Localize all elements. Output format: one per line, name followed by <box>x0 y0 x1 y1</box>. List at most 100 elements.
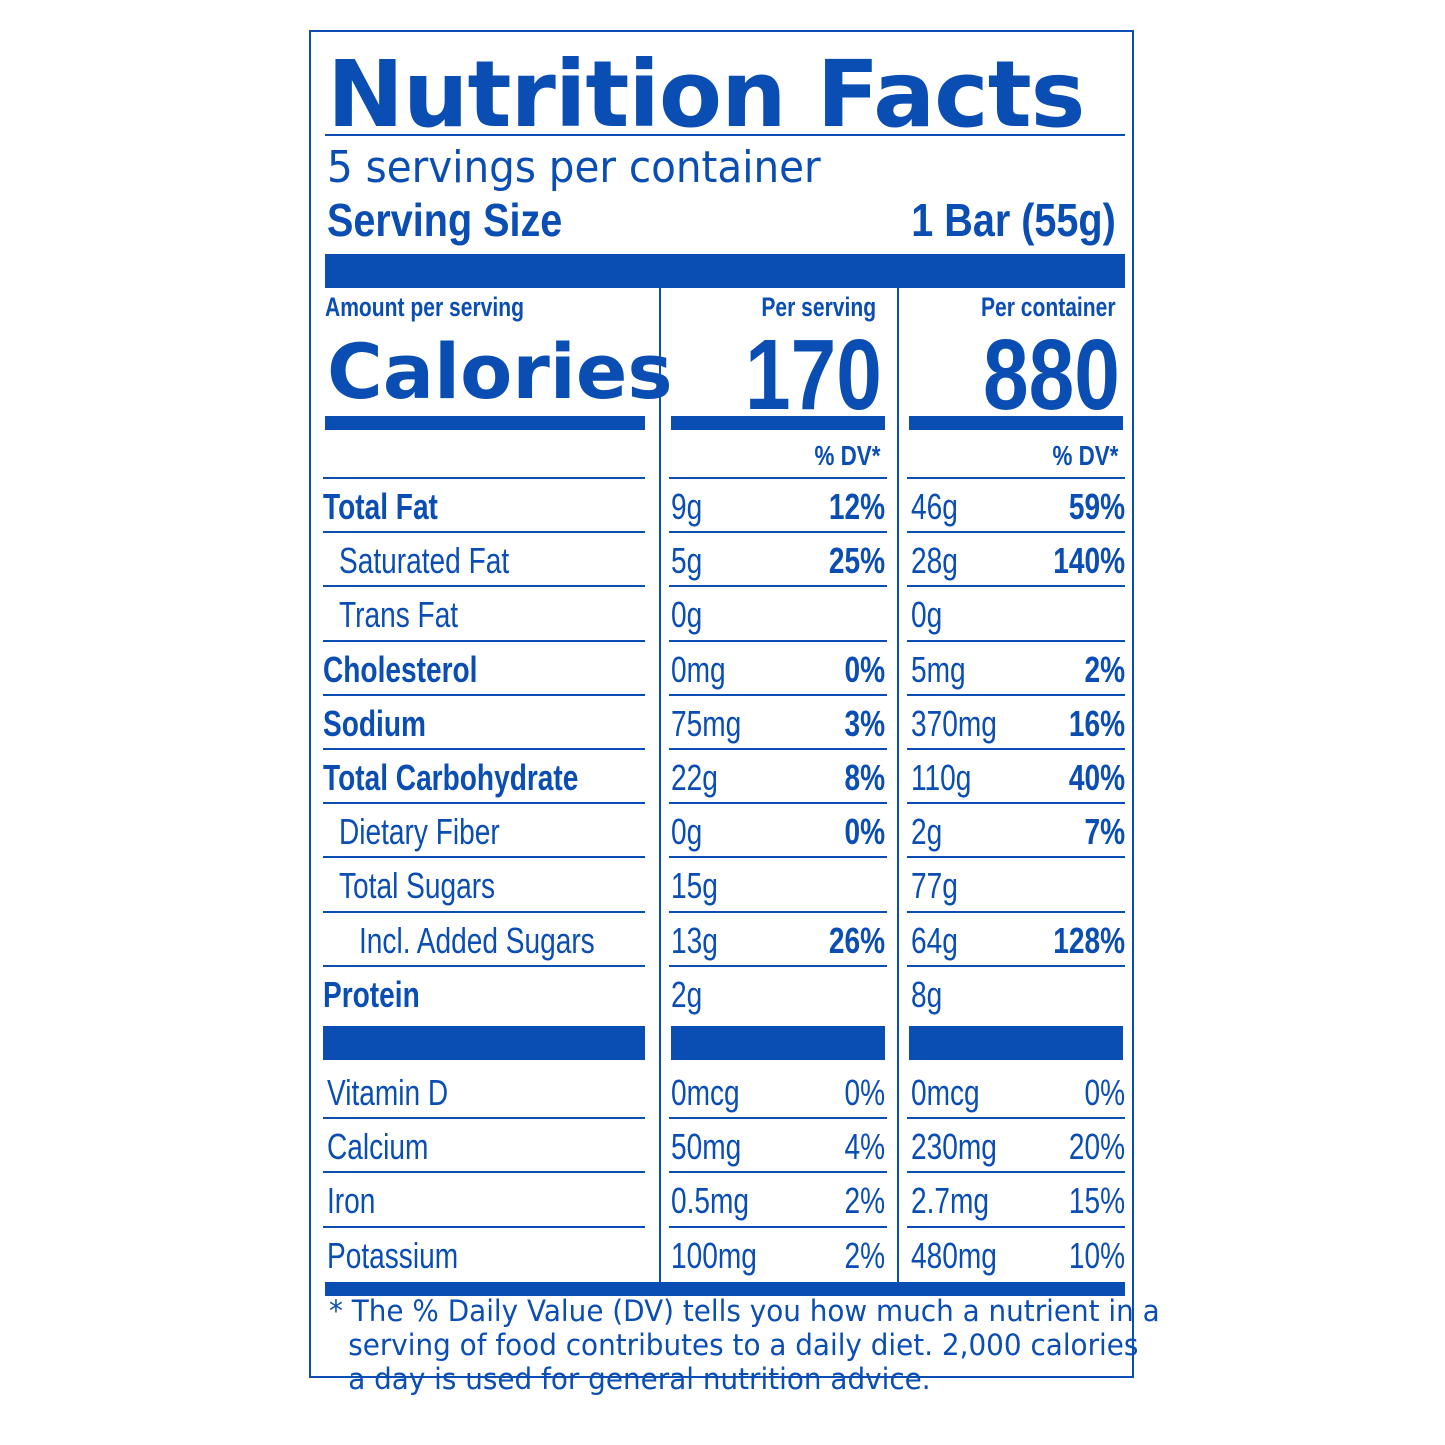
container-amount: 230mg <box>911 1126 997 1168</box>
container-amount: 480mg <box>911 1234 997 1276</box>
row-rule-1 <box>323 964 645 967</box>
row-rule-3 <box>907 531 1125 534</box>
vitamin-separator-band-2 <box>671 1026 885 1060</box>
container-percent-dv: 10% <box>1068 1234 1125 1276</box>
nutrient-serving-cell: 5g 25% <box>671 534 885 588</box>
column-divider-2 <box>897 288 899 1282</box>
serving-percent-dv: 25% <box>828 540 885 582</box>
serving-amount: 0g <box>671 594 703 636</box>
row-rule-2 <box>669 693 887 696</box>
container-amount: 46g <box>911 486 958 527</box>
dv-header-serving: % DV* <box>814 440 880 471</box>
row-rule-3 <box>907 856 1125 859</box>
row-rule-2 <box>669 802 887 805</box>
serving-size-value: 1 Bar (55g) <box>911 194 1116 246</box>
vitamin-rule-3 <box>907 1171 1125 1174</box>
title-rule <box>325 134 1125 136</box>
serving-percent-dv: 26% <box>828 919 885 961</box>
row-rule-header-1 <box>323 477 645 479</box>
servings-per-container: 5 servings per container <box>327 142 821 193</box>
serving-amount: 15g <box>671 865 718 907</box>
nutrient-serving-cell: 13g 26% <box>671 914 885 968</box>
row-rule-1 <box>323 585 645 588</box>
thick-rule-bottom <box>325 1282 1125 1296</box>
nutrient-name: Total Sugars <box>339 865 496 907</box>
nutrient-container-cell: 28g 140% <box>911 534 1125 588</box>
nutrient-name: Incl. Added Sugars <box>359 919 595 961</box>
serving-amount: 13g <box>671 919 718 961</box>
row-rule-1 <box>323 802 645 805</box>
serving-amount: 5g <box>671 540 703 582</box>
nutrient-container-cell: 5mg 2% <box>911 643 1125 697</box>
nutrient-name: Calcium <box>327 1126 429 1168</box>
serving-amount: 0g <box>671 811 703 853</box>
vitamin-rule-1 <box>323 1117 645 1120</box>
nutrition-facts-label: Nutrition Facts 5 servings per container… <box>309 30 1160 1396</box>
row-rule-1 <box>323 910 645 913</box>
container-amount: 370mg <box>911 702 997 744</box>
container-amount: 77g <box>911 865 958 907</box>
row-rule-3 <box>907 802 1125 805</box>
vitamin-rule-2 <box>669 1225 887 1228</box>
serving-amount: 0mg <box>671 648 726 690</box>
nutrient-name: Dietary Fiber <box>339 811 500 853</box>
serving-percent-dv: 0% <box>844 1072 885 1113</box>
row-rule-1 <box>323 693 645 696</box>
calories-per-serving: 170 <box>745 319 882 431</box>
serving-percent-dv: 8% <box>844 757 885 798</box>
vitamin-rule-1 <box>323 1171 645 1174</box>
container-percent-dv: 7% <box>1084 811 1125 853</box>
nutrient-serving-cell: 0mg 0% <box>671 643 885 697</box>
container-amount: 64g <box>911 919 958 961</box>
amount-per-serving: Amount per serving <box>325 292 524 322</box>
nutrient-name: Total Fat <box>323 486 438 527</box>
calories-rule-3 <box>909 416 1123 430</box>
serving-percent-dv: 3% <box>844 702 885 744</box>
row-rule-3 <box>907 639 1125 642</box>
serving-amount: 50mg <box>671 1126 742 1168</box>
row-rule-2 <box>669 964 887 967</box>
serving-amount: 22g <box>671 757 718 798</box>
nutrient-name: Protein <box>323 973 420 1015</box>
nutrient-container-cell: 77g <box>911 859 1125 913</box>
container-amount: 8g <box>911 973 943 1015</box>
nutrient-container-cell: 46g 59% <box>911 480 1125 534</box>
per-serving-header: Per serving <box>761 292 876 322</box>
nutrient-container-cell: 2g 7% <box>911 805 1125 859</box>
container-percent-dv: 140% <box>1053 540 1125 582</box>
nutrient-serving-cell: 0g 0% <box>671 805 885 859</box>
nutrient-name: Total Carbohydrate <box>323 757 579 798</box>
dv-header-container: % DV* <box>1052 440 1118 471</box>
calories-per-container: 880 <box>983 319 1120 431</box>
vitamin-separator-band-1 <box>323 1026 645 1060</box>
serving-amount: 2g <box>671 973 703 1015</box>
thick-rule-top <box>325 254 1125 288</box>
row-rule-header-3 <box>907 477 1125 479</box>
calories-rule-2 <box>671 416 885 430</box>
vitamin-separator-band-3 <box>909 1026 1123 1060</box>
row-rule-1 <box>323 856 645 859</box>
nutrient-container-cell: 110g 40% <box>911 751 1125 805</box>
row-rule-2 <box>669 856 887 859</box>
nutrient-container-cell: 480mg 10% <box>911 1229 1125 1283</box>
serving-amount: 100mg <box>671 1234 757 1276</box>
vitamin-rule-3 <box>907 1117 1125 1120</box>
nutrient-name: Potassium <box>327 1234 459 1276</box>
nutrient-container-cell: 370mg 16% <box>911 697 1125 751</box>
serving-size-label: Serving Size <box>327 194 563 246</box>
nutrient-container-cell: 2.7mg 15% <box>911 1174 1125 1228</box>
nutrient-name: Saturated Fat <box>339 540 510 582</box>
container-percent-dv: 20% <box>1068 1126 1125 1168</box>
row-rule-3 <box>907 748 1125 750</box>
row-rule-3 <box>907 693 1125 696</box>
container-percent-dv: 15% <box>1068 1180 1125 1222</box>
footnote-line-1: * The % Daily Value (DV) tells you how m… <box>329 1294 1160 1328</box>
nutrient-serving-cell: 0.5mg 2% <box>671 1174 885 1228</box>
container-amount: 0g <box>911 594 943 636</box>
footnote-line-3: a day is used for general nutrition advi… <box>348 1362 931 1396</box>
container-amount: 2.7mg <box>911 1180 990 1222</box>
container-amount: 28g <box>911 540 958 582</box>
nutrient-serving-cell: 100mg 2% <box>671 1229 885 1283</box>
serving-percent-dv: 4% <box>844 1126 885 1168</box>
nutrient-serving-cell: 50mg 4% <box>671 1120 885 1174</box>
